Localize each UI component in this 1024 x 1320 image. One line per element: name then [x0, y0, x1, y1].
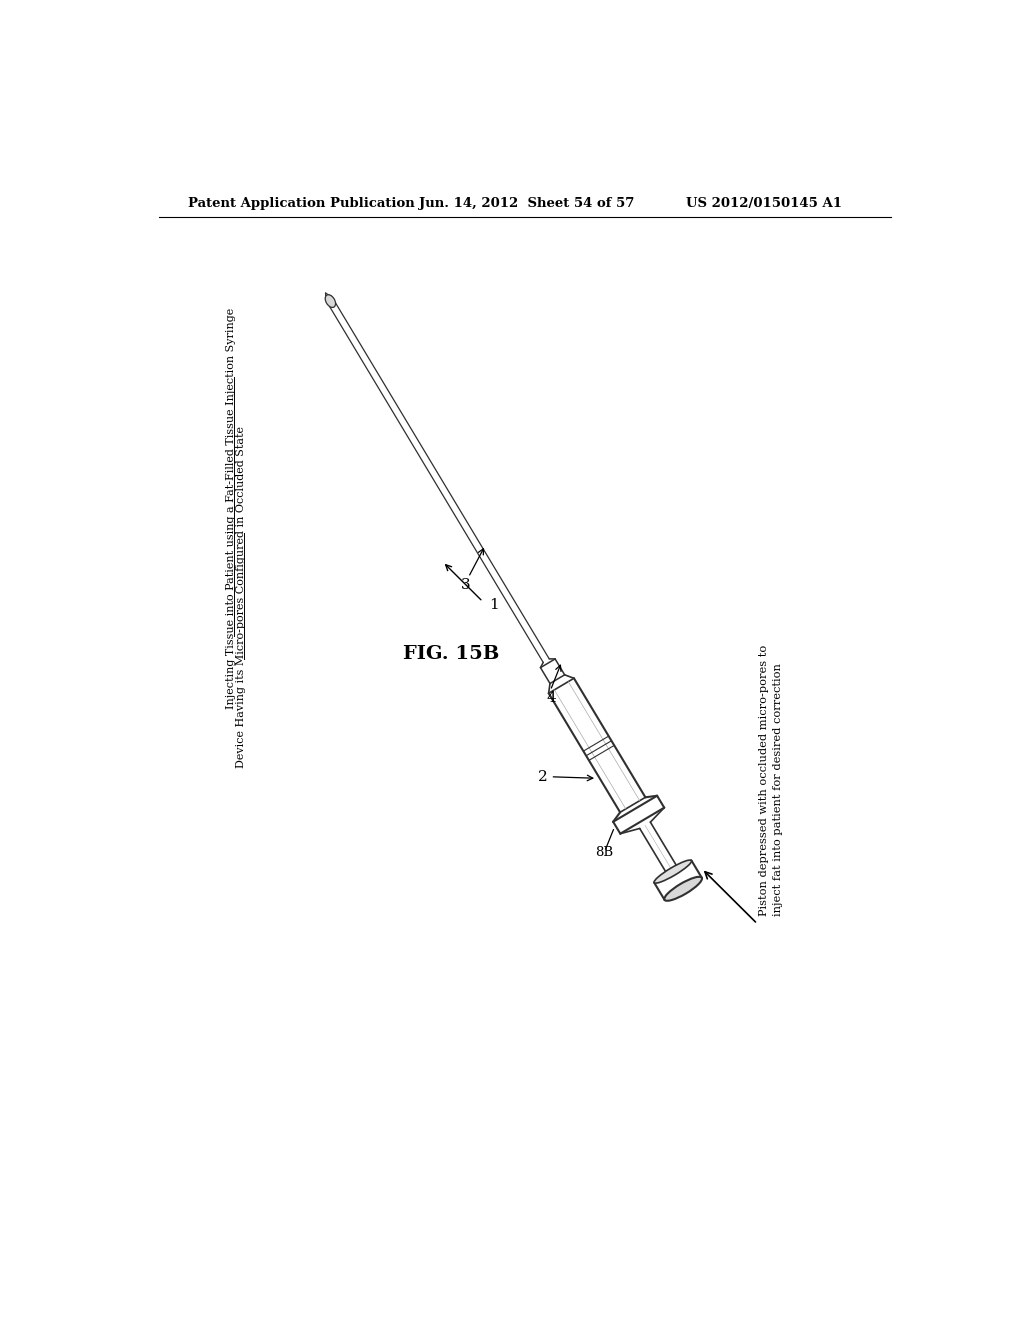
Text: FIG. 15B: FIG. 15B	[402, 644, 499, 663]
Ellipse shape	[326, 294, 336, 308]
Text: 8B: 8B	[595, 846, 613, 858]
Ellipse shape	[665, 876, 702, 900]
Text: 1: 1	[489, 598, 499, 612]
Text: Device Having its Micro-pores Configured in Occluded State: Device Having its Micro-pores Configured…	[237, 426, 246, 768]
Text: US 2012/0150145 A1: US 2012/0150145 A1	[686, 197, 842, 210]
Ellipse shape	[654, 861, 691, 883]
Text: 2: 2	[538, 770, 548, 784]
Text: 4: 4	[547, 692, 556, 705]
Text: 3: 3	[462, 578, 471, 593]
Text: Piston depressed with occluded micro-pores to
inject fat into patient for desire: Piston depressed with occluded micro-por…	[760, 645, 783, 916]
Text: Injecting Tissue into Patient using a Fat-Filled Tissue Injection Syringe: Injecting Tissue into Patient using a Fa…	[226, 308, 237, 709]
Text: Jun. 14, 2012  Sheet 54 of 57: Jun. 14, 2012 Sheet 54 of 57	[419, 197, 634, 210]
Text: Patent Application Publication: Patent Application Publication	[188, 197, 415, 210]
